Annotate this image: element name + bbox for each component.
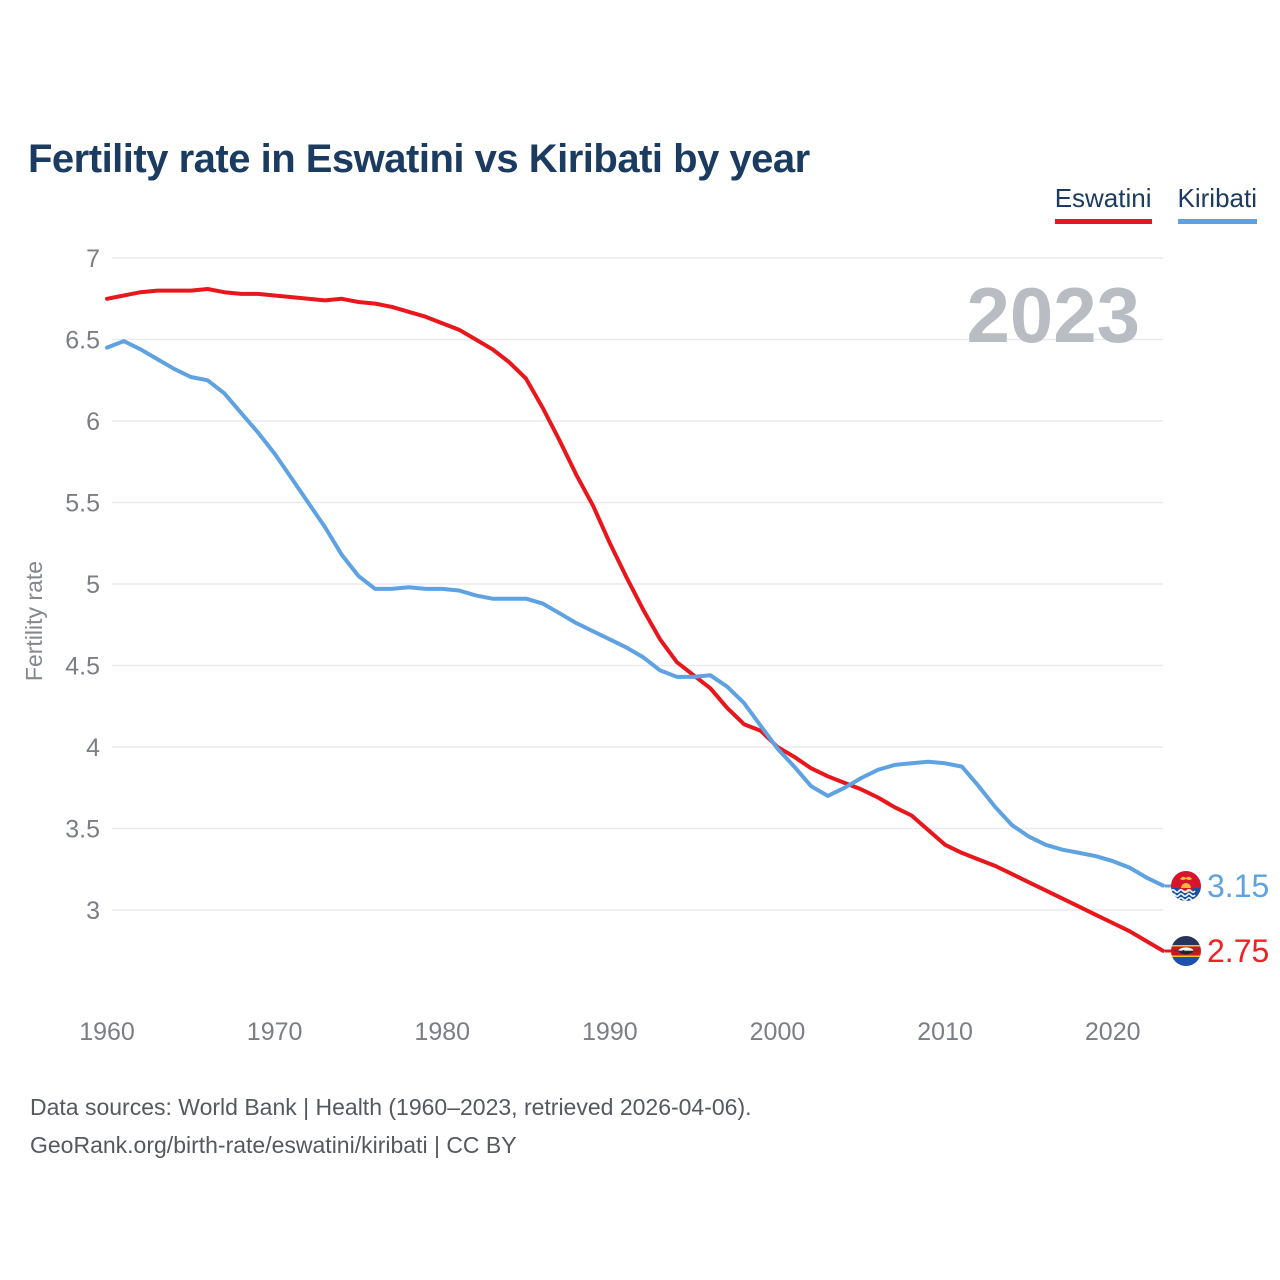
footer-attribution-line: GeoRank.org/birth-rate/eswatini/kiribati…: [30, 1132, 517, 1158]
y-tick-label: 6.5: [65, 327, 100, 355]
y-tick-label: 3: [86, 897, 100, 925]
y-axis-title: Fertility rate: [21, 561, 47, 681]
data-lines: [105, 287, 1165, 953]
y-tick-label: 6: [86, 408, 100, 436]
watermark-year: 2023: [966, 271, 1140, 359]
x-tick-label: 1970: [247, 1018, 303, 1046]
x-tick-label: 1990: [582, 1018, 638, 1046]
series-line-kiribati: [105, 339, 1165, 888]
page-title: Fertility rate in Eswatini vs Kiribati b…: [28, 136, 810, 181]
x-tick-label: 2010: [917, 1018, 973, 1046]
x-tick-label: 2020: [1085, 1018, 1141, 1046]
y-tick-label: 7: [86, 245, 100, 273]
eswatini-flag-icon: [1171, 936, 1201, 966]
y-tick-label: 4: [86, 734, 100, 762]
legend-item-eswatini[interactable]: Eswatini: [1054, 183, 1152, 224]
x-tick-label: 2000: [750, 1018, 806, 1046]
x-tick-label: 1980: [414, 1018, 470, 1046]
eswatini-end-value: 2.75: [1207, 933, 1269, 969]
footer: Data sources: World Bank | Health (1960–…: [30, 1088, 752, 1164]
legend: Eswatini Kiribati: [1054, 183, 1257, 224]
grid-and-axes: 7 6.5 6 5.5 5 4.5 4 3.5 3 1960 1970 1980 1990 2000 201…: [65, 245, 1163, 1046]
footer-sources-line: Data sources: World Bank | Health (1960–…: [30, 1094, 752, 1120]
y-tick-label: 3.5: [65, 816, 100, 844]
x-tick-label: 1960: [79, 1018, 135, 1046]
y-tick-label: 5: [86, 571, 100, 599]
kiribati-flag-icon: [1171, 871, 1201, 901]
series-line-eswatini: [105, 287, 1165, 953]
legend-item-kiribati[interactable]: Kiribati: [1177, 183, 1257, 224]
y-tick-label: 4.5: [65, 653, 100, 681]
kiribati-end-value: 3.15: [1207, 868, 1269, 904]
y-tick-label: 5.5: [65, 490, 100, 518]
